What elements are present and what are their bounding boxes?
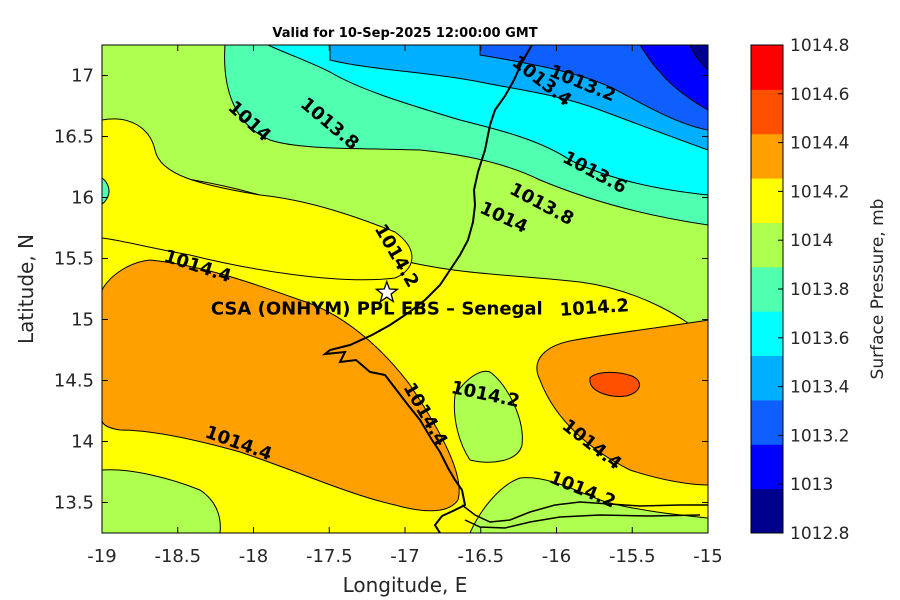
x-axis: -19 -18.5 -18 -17.5 -17 -16.5 -16 -15.5 -15 <box>87 45 723 567</box>
y-tick-label: 14.5 <box>54 371 94 392</box>
x-tick-label: -15 <box>693 546 722 567</box>
colorbar-swatch <box>751 89 783 135</box>
x-tick-label: -15.5 <box>609 546 656 567</box>
x-tick-label: -18.5 <box>154 546 201 567</box>
colorbar-tick-label: 1013.6 <box>790 329 849 349</box>
y-tick-label: 17 <box>71 66 94 87</box>
colorbar-swatch <box>751 355 783 401</box>
y-axis: 13.5 14 14.5 15 15.5 16 16.5 17 <box>54 66 708 514</box>
colorbar-swatch <box>751 266 783 312</box>
colorbar-swatch <box>751 178 783 223</box>
fill-level-1014.4-west <box>102 259 460 512</box>
fill-level-1014.2-tongue <box>102 118 413 281</box>
site: CSA (ONHYM) PPL EBS – Senegal <box>211 279 543 320</box>
x-tick-label: -19 <box>87 546 116 567</box>
colorbar-tick-label: 1014.2 <box>790 182 849 202</box>
colorbar-tick-label: 1012.8 <box>790 524 849 544</box>
colorbar-tick-label: 1013.8 <box>790 280 849 300</box>
river-path <box>461 501 708 523</box>
x-tick-label: -16 <box>542 546 571 567</box>
colorbar-title: Surface Pressure, mb <box>868 199 888 380</box>
colorbar-tick-label: 1013.2 <box>790 426 849 446</box>
colorbar-swatch <box>751 45 783 90</box>
colorbar-tick-label: 1014.8 <box>790 36 849 56</box>
colorbar-swatch <box>751 133 783 179</box>
x-tick-label: -17 <box>390 546 419 567</box>
colorbar-swatch <box>751 399 783 445</box>
contour-fills <box>102 45 708 533</box>
y-tick-label: 15.5 <box>54 249 94 270</box>
fill-level-1013.2 <box>479 45 708 131</box>
coastline <box>321 45 708 533</box>
x-axis-title: Longitude, E <box>343 573 468 597</box>
plot-area: 1013.21013.41013.61013.81013.81014101410… <box>101 44 709 534</box>
x-tick-label: -17.5 <box>306 546 353 567</box>
y-tick-label: 13.5 <box>54 493 94 514</box>
plot-title: Valid for 10-Sep-2025 12:00:00 GMT <box>272 26 537 41</box>
site-marker-star-icon <box>374 279 400 304</box>
x-tick-label: -16.5 <box>457 546 504 567</box>
x-tick-label: -18 <box>239 546 268 567</box>
colorbar-tick-label: 1013.4 <box>790 378 849 398</box>
y-tick-label: 15 <box>71 310 94 331</box>
y-axis-title: Latitude, N <box>14 234 38 344</box>
fill-level-1014-south-1 <box>453 370 523 463</box>
fill-level-1014.6 <box>589 371 641 397</box>
river-path-2 <box>464 514 701 529</box>
colorbar-swatch <box>751 311 783 357</box>
colorbar-tick-label: 1014 <box>790 231 833 251</box>
y-tick-label: 16.5 <box>54 127 94 148</box>
fill-level-1014-south-2 <box>469 477 708 533</box>
contour-label: 1014.2 <box>559 295 630 321</box>
fill-level-1014.4-east <box>536 319 708 486</box>
colorbar-swatch <box>751 444 783 490</box>
colorbar-tick-label: 1013 <box>790 475 833 495</box>
coastline-path <box>321 45 533 533</box>
site-label: CSA (ONHYM) PPL EBS – Senegal <box>211 299 543 320</box>
colorbar-tick-label: 1014.4 <box>790 134 849 154</box>
fill-level-1013 <box>639 45 708 111</box>
colorbar-swatch <box>751 488 783 534</box>
fill-level-1012.8 <box>689 45 708 71</box>
y-tick-label: 14 <box>71 432 94 453</box>
colorbar-swatch <box>751 222 783 268</box>
y-tick-label: 16 <box>71 188 94 209</box>
fill-level-1014-southwest <box>102 469 221 533</box>
colorbar: 1012.8 1013 1013.2 1013.4 1013.6 1013.8 1014 10… <box>750 36 849 544</box>
colorbar-tick-label: 1014.6 <box>790 85 849 105</box>
